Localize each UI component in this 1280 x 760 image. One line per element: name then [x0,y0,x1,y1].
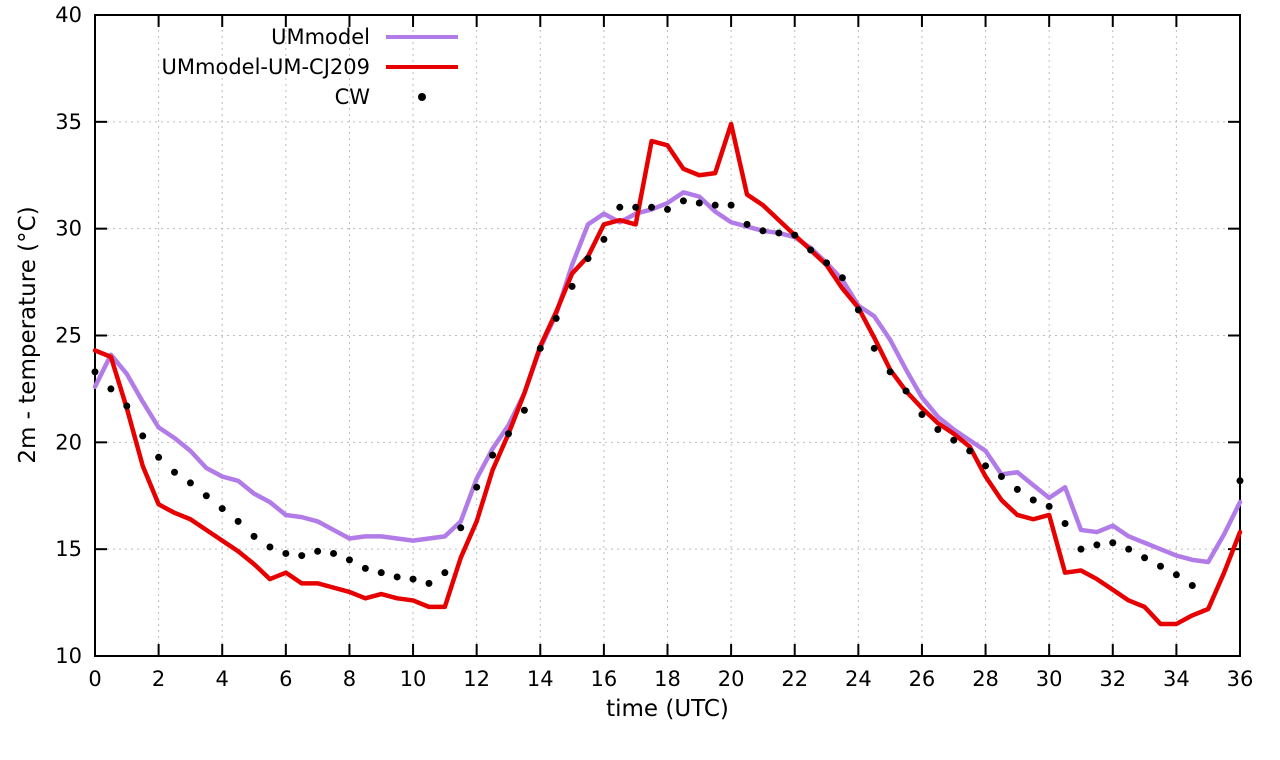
svg-text:34: 34 [1163,667,1190,691]
svg-text:28: 28 [972,667,999,691]
svg-text:10: 10 [400,667,427,691]
legend-label-cw: CW [334,85,370,109]
svg-text:8: 8 [343,667,356,691]
svg-text:32: 32 [1099,667,1126,691]
svg-text:16: 16 [591,667,618,691]
legend-item-cw: CW [108,82,458,112]
svg-text:15: 15 [55,537,82,561]
svg-text:36: 36 [1227,667,1254,691]
legend-sample-ummodel [386,22,458,52]
legend-label-ummodel: UMmodel [271,25,370,49]
svg-text:24: 24 [845,667,872,691]
svg-text:35: 35 [55,110,82,134]
line-swatch-icon [386,34,458,40]
svg-text:14: 14 [527,667,554,691]
svg-text:0: 0 [88,667,101,691]
x-axis-label: time (UTC) [606,696,729,722]
svg-text:22: 22 [781,667,808,691]
legend-item-ummodel-um-cj209: UMmodel-UM-CJ209 [108,52,458,82]
svg-text:10: 10 [55,644,82,668]
y-axis-label: 2m - temperature (°C) [15,206,41,464]
svg-text:4: 4 [216,667,229,691]
legend-sample-ummodel-um-cj209 [386,52,458,82]
svg-text:40: 40 [55,3,82,27]
legend-label-ummodel-um-cj209: UMmodel-UM-CJ209 [161,55,370,79]
svg-text:12: 12 [463,667,490,691]
legend-item-ummodel: UMmodel [108,22,458,52]
chart-legend: UMmodel UMmodel-UM-CJ209 CW [108,22,458,112]
svg-text:30: 30 [55,217,82,241]
svg-text:25: 25 [55,324,82,348]
line-swatch-icon [386,64,458,70]
dot-swatch-icon [418,93,426,101]
svg-text:18: 18 [654,667,681,691]
svg-text:2: 2 [152,667,165,691]
legend-sample-cw [386,82,458,112]
svg-text:20: 20 [718,667,745,691]
svg-text:30: 30 [1036,667,1063,691]
svg-text:26: 26 [909,667,936,691]
svg-text:20: 20 [55,430,82,454]
svg-text:6: 6 [279,667,292,691]
